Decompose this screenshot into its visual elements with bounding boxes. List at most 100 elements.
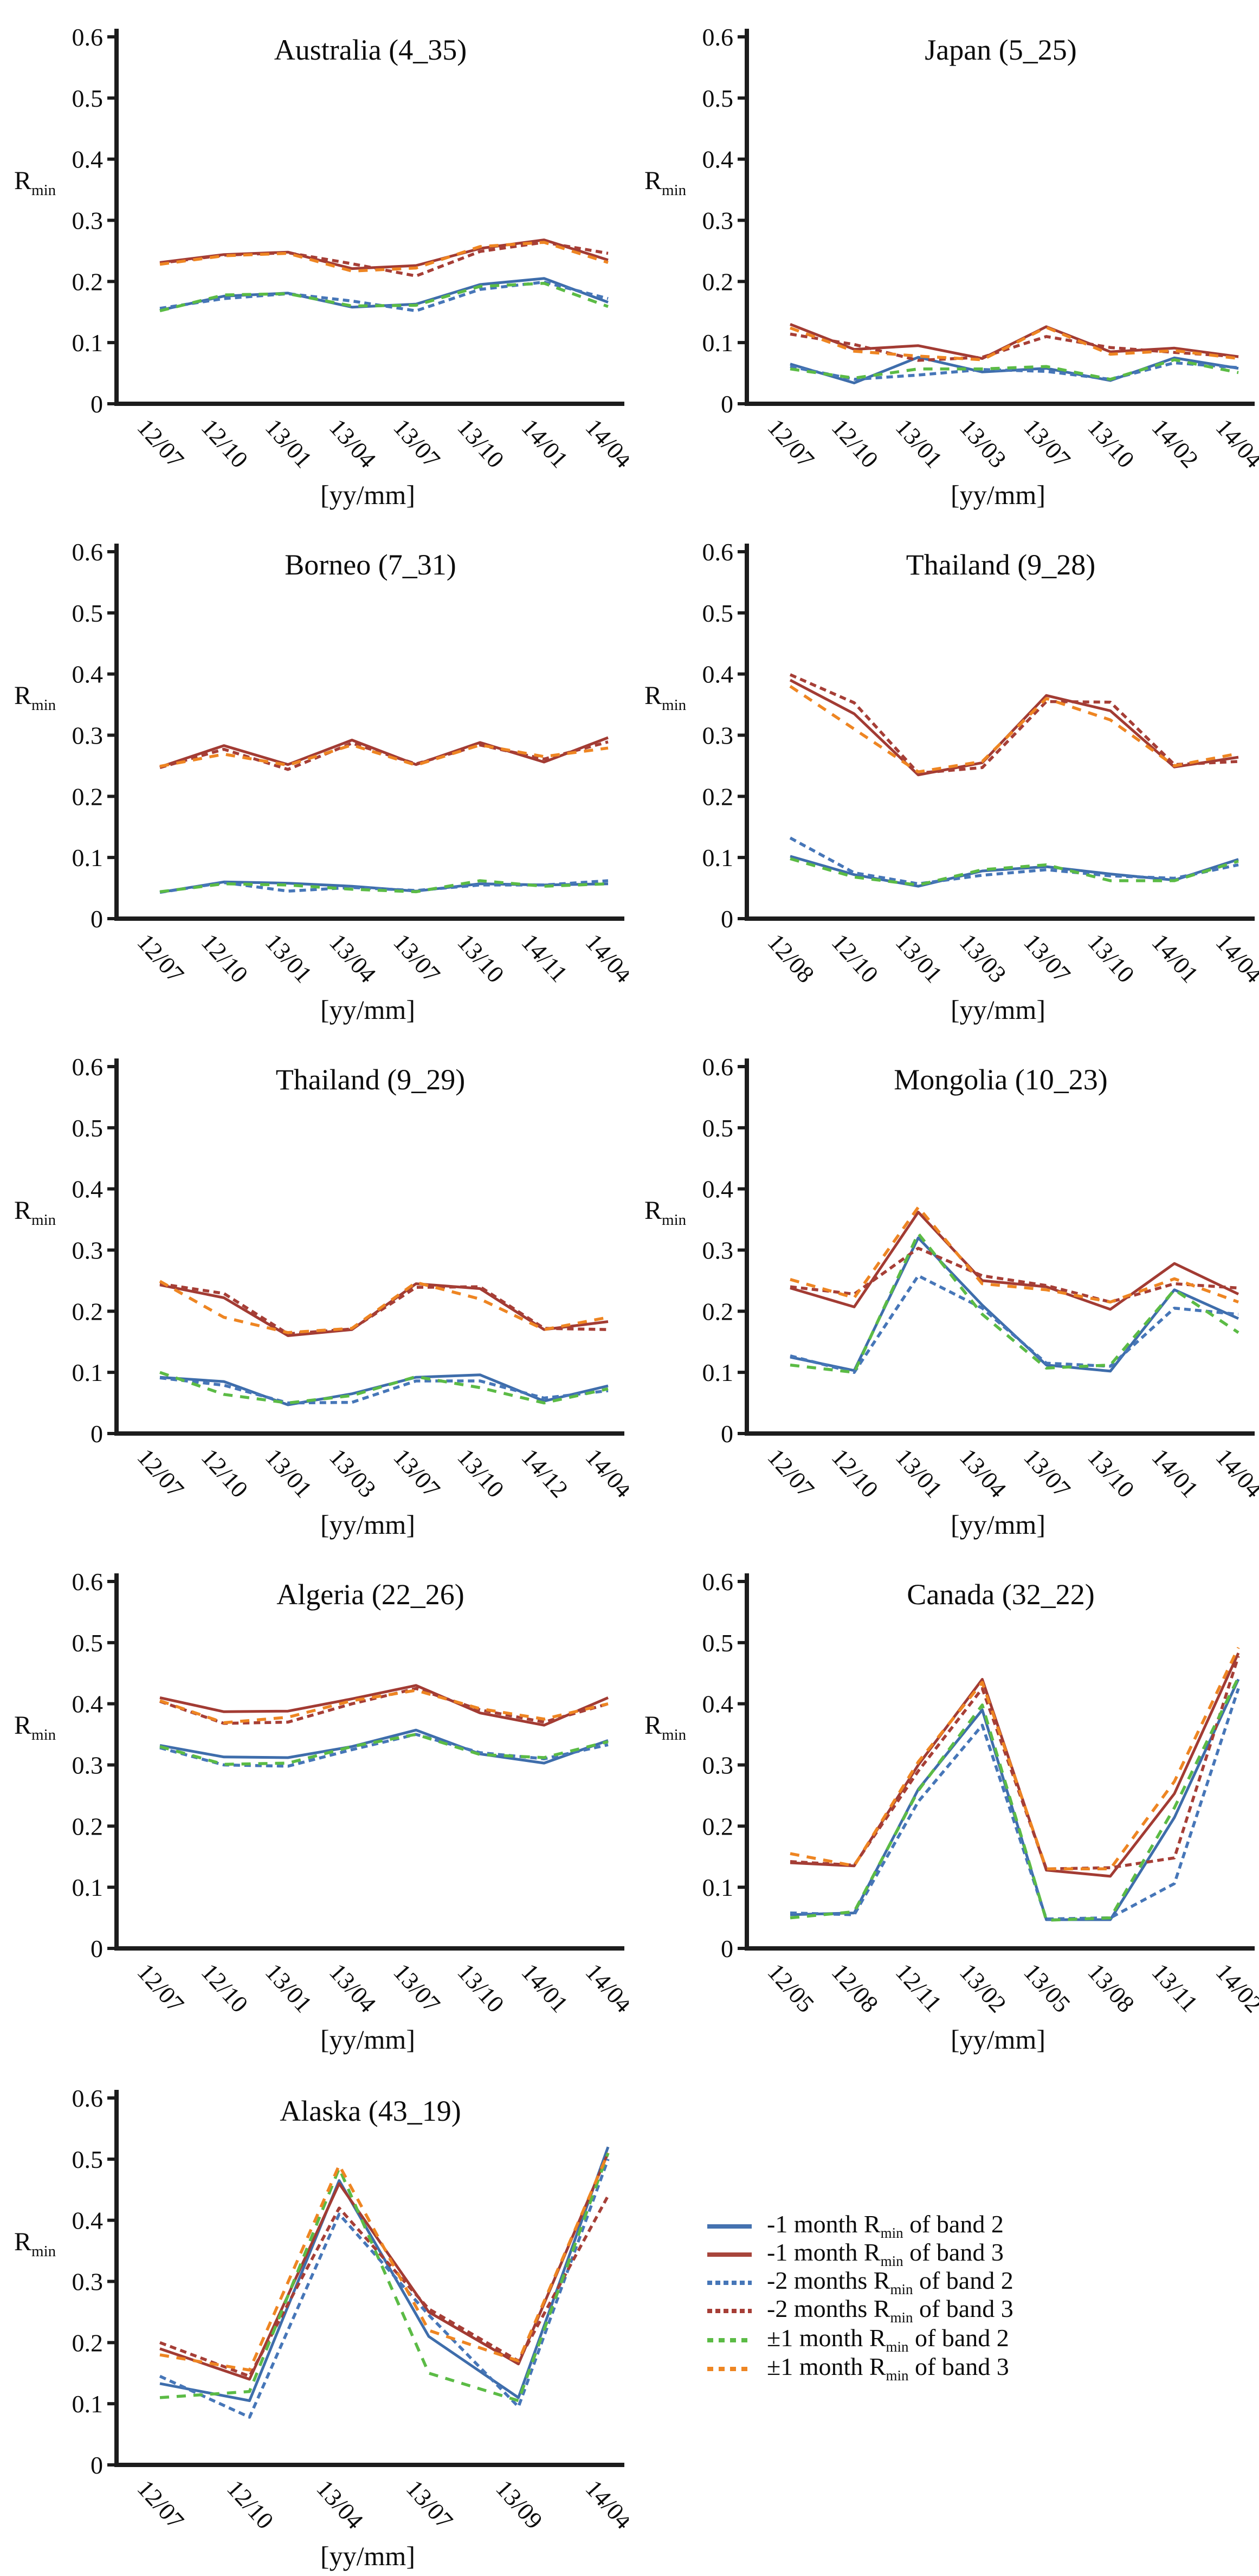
series-line-pm-1-month-band2-dashed-green [790, 358, 1239, 381]
axis-y-label: Rmin [644, 1711, 687, 1744]
chart-canvas: Japan (5_25) 0 0.1 0.2 0.3 0.4 0.5 0.6 Rmin 12/07… [644, 23, 1259, 510]
y-tick-label: 0.3 [72, 1752, 104, 1779]
legend-item: -1 month Rmin of band 2 [706, 2212, 1004, 2241]
y-tick-label: 0.3 [72, 207, 104, 235]
x-tick-label: 13/07 [388, 1958, 446, 2018]
chart-title: Alaska (43_19) [280, 2095, 461, 2127]
x-tick-label: 14/01 [1146, 928, 1204, 988]
chart-alaska-43-19: Alaska (43_19) 0 0.1 0.2 0.3 0.4 0.5 0.6 Rmin 12/… [0, 2061, 629, 2576]
axis-y-label-main: R [14, 1196, 31, 1225]
x-tick-label: 14/04 [1211, 928, 1259, 988]
x-tick-label: 13/04 [324, 1958, 382, 2018]
series-line-minus-2-months-band3-dashed-red [789, 673, 1239, 775]
y-tick-label: 0.6 [72, 538, 104, 566]
x-axis-unit-label: [yy/mm] [320, 480, 415, 510]
x-tick-label: 12/07 [132, 2475, 190, 2534]
y-tick-label: 0 [91, 1935, 103, 1962]
legend-rmin-subscript: min [886, 2367, 909, 2384]
x-tick-label: 13/04 [324, 928, 382, 988]
chart-canada-32-22: Canada (32_22) 0 0.1 0.2 0.3 0.4 0.5 0.6 Rmin 12/… [630, 1545, 1259, 2059]
x-tick-label: 13/10 [1082, 414, 1140, 473]
series-line-pm-1-month-band3-dashed-orange [790, 326, 1239, 361]
series-line-minus-2-months-band3-dashed-red [159, 1282, 609, 1335]
y-tick-label: 0.5 [702, 599, 734, 627]
x-tick-label: 13/04 [311, 2475, 369, 2534]
y-tick-label: 0.3 [702, 722, 734, 750]
y-tick-label: 0.2 [72, 783, 104, 810]
legend-swatch-dash-short-line [707, 2280, 752, 2285]
legend-swatch-solid-line [707, 2224, 752, 2229]
y-tick-label: 0.6 [702, 1568, 734, 1596]
chart-algeria-22-26: Algeria (22_26) 0 0.1 0.2 0.3 0.4 0.5 0.6 Rmin 12… [0, 1545, 629, 2059]
series-line-pm-1-month-band3-dashed-orange [159, 241, 609, 273]
legend-item-suffix: of band 2 [909, 2210, 1004, 2238]
axis-y-label: Rmin [644, 166, 687, 199]
x-tick-label: 13/01 [260, 928, 318, 988]
x-tick-label: 13/11 [1146, 1958, 1203, 2017]
x-tick-label: 12/10 [827, 928, 884, 988]
y-tick-label: 0.6 [702, 1053, 734, 1081]
series-line-minus-1-month-band2-solid-blue [159, 1373, 609, 1406]
x-tick-label: 14/11 [516, 928, 573, 987]
y-tick-label: 0.1 [72, 329, 104, 357]
series-line-minus-2-months-band3-dashed-red [790, 1247, 1239, 1304]
y-tick-label: 0.4 [72, 1176, 104, 1203]
series-line-minus-2-months-band2-dashed-blue [159, 1376, 609, 1405]
axis-y-label: Rmin [14, 166, 56, 199]
y-tick-label: 0.3 [702, 1752, 734, 1779]
x-tick-label: 13/10 [452, 1958, 509, 2018]
x-tick-label: 13/01 [890, 1443, 948, 1503]
y-tick-label: 0.3 [72, 2268, 104, 2296]
series-line-minus-2-months-band2-dashed-blue [790, 1274, 1239, 1374]
legend-item-suffix: of band 3 [919, 2295, 1013, 2322]
x-tick-label: 12/10 [827, 414, 884, 473]
legend-swatch-dash-long-line [707, 2338, 752, 2342]
axis-y-label-sub: min [662, 182, 687, 199]
y-tick-label: 0.2 [702, 783, 734, 810]
axis-y-label-main: R [644, 166, 662, 195]
y-tick-label: 0.4 [72, 661, 104, 688]
legend-rmin-symbol: R [873, 2267, 890, 2294]
chart-canvas: Borneo (7_31) 0 0.1 0.2 0.3 0.4 0.5 0.6 Rmin 12/0… [14, 538, 629, 1025]
legend-item-label: -2 months Rmin of band 2 [767, 2268, 1013, 2297]
y-tick-label: 0 [91, 390, 103, 418]
x-tick-label: 14/04 [580, 1958, 629, 2018]
legend-item-prefix: -2 months [767, 2267, 868, 2294]
series-line-minus-2-months-band2-dashed-blue [159, 280, 609, 313]
legend-rmin-subscript: min [890, 2281, 913, 2298]
axis-y-label: Rmin [14, 2228, 56, 2260]
y-tick-label: 0.3 [702, 207, 734, 235]
series-line-pm-1-month-band3-dashed-orange [790, 1205, 1239, 1304]
legend-item: -1 month Rmin of band 3 [706, 2240, 1004, 2269]
y-tick-label: 0.6 [702, 23, 734, 51]
y-tick-label: 0.4 [702, 661, 734, 688]
series-line-minus-2-months-band3-dashed-red [159, 241, 609, 277]
x-tick-label: 13/10 [1082, 1443, 1140, 1503]
x-tick-label: 14/04 [1211, 1443, 1259, 1503]
axis-y-label: Rmin [14, 1711, 56, 1744]
legend-item-label: -2 months Rmin of band 3 [767, 2296, 1013, 2325]
legend-rmin-subscript: min [880, 2225, 903, 2242]
y-tick-label: 0 [721, 905, 733, 933]
y-tick-label: 0 [91, 2451, 103, 2479]
chart-title: Thailand (9_28) [906, 548, 1095, 581]
chart-title: Thailand (9_29) [276, 1063, 465, 1096]
x-tick-label: 13/04 [954, 1443, 1012, 1503]
x-tick-label: 13/01 [260, 1443, 318, 1503]
x-tick-label: 13/07 [388, 1443, 446, 1503]
x-tick-label: 13/10 [1082, 928, 1140, 988]
series-line-minus-1-month-band3-solid-red [159, 2152, 610, 2381]
legend-rmin-symbol: R [869, 2324, 886, 2352]
x-tick-label: 14/01 [516, 414, 573, 473]
legend-swatch-solid-line [707, 2252, 752, 2257]
legend-item-prefix: ±1 month [767, 2353, 863, 2380]
x-axis-unit-label: [yy/mm] [320, 2541, 415, 2571]
x-tick-label: 14/02 [1146, 414, 1204, 473]
legend-rmin-subscript: min [880, 2253, 903, 2270]
y-tick-label: 0 [721, 1420, 733, 1448]
legend-item: ±1 month Rmin of band 2 [706, 2326, 1009, 2354]
chart-title: Mongolia (10_23) [894, 1063, 1107, 1096]
legend-item-label: ±1 month Rmin of band 3 [767, 2354, 1009, 2383]
chart-canvas: Canada (32_22) 0 0.1 0.2 0.3 0.4 0.5 0.6 Rmin 12/… [644, 1568, 1259, 2055]
series-line-minus-1-month-band3-solid-red [159, 736, 609, 769]
